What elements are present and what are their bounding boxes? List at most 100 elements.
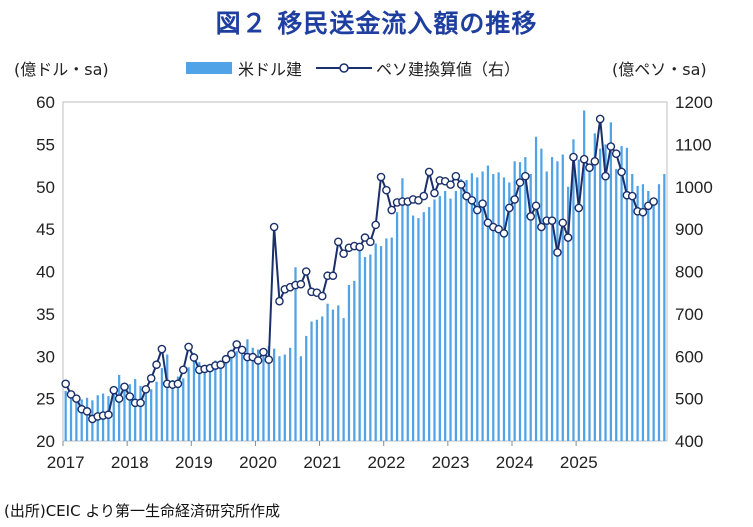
bar-usd [256, 349, 260, 441]
bar-usd [663, 174, 666, 441]
point-peso [173, 379, 183, 389]
point-peso [456, 180, 466, 189]
bar-usd [444, 190, 447, 441]
x-tick-label: 2018 [111, 453, 149, 472]
bar-usd [278, 356, 281, 441]
point-peso [424, 167, 434, 177]
point-peso [264, 355, 274, 364]
point-peso [462, 191, 471, 201]
bar-usd [85, 397, 89, 441]
point-peso [595, 114, 605, 124]
legend-label-peso: ペソ建換算値（右） [376, 60, 521, 79]
point-peso [617, 167, 626, 177]
bar-usd [390, 237, 393, 441]
point-peso [317, 291, 327, 301]
point-peso [109, 385, 119, 395]
point-peso [366, 237, 375, 247]
bar-usd [508, 182, 511, 441]
x-tick-label: 2021 [303, 453, 341, 472]
point-peso [553, 248, 562, 257]
bar-usd [422, 212, 425, 441]
bar-usd [470, 173, 474, 441]
source-note: (出所)CEIC より第一生命経済研究所作成 [4, 502, 281, 520]
chart-title: 図２ 移民送金流入額の推移 [215, 9, 538, 38]
bar-usd [401, 178, 404, 441]
bar-usd [486, 165, 490, 441]
legend: 米ドル建 ペソ建換算値（右） [186, 56, 534, 80]
left-y-tick-label: 50 [36, 178, 55, 197]
bar-usd [438, 196, 441, 441]
bar-usd [641, 184, 645, 441]
point-peso [451, 171, 461, 181]
point-peso [328, 271, 338, 281]
left-axis-unit: (億ドル・sa) [14, 60, 109, 79]
bar-usd [369, 254, 372, 441]
point-peso [494, 224, 503, 234]
point-peso [563, 233, 573, 242]
right-y-tick-label: 600 [675, 347, 703, 366]
bar-usd [353, 280, 356, 441]
bar-usd [342, 318, 345, 441]
x-tick-label: 2019 [175, 453, 213, 472]
bar-usd [465, 179, 468, 441]
point-peso [579, 154, 589, 164]
point-peso [472, 205, 482, 215]
bar-usd [240, 346, 244, 441]
point-peso [189, 353, 199, 362]
bar-usd [615, 168, 618, 441]
bar-usd [476, 177, 479, 442]
point-peso [66, 390, 76, 399]
bar-usd [609, 122, 612, 441]
point-peso [547, 216, 557, 225]
bar-usd [545, 171, 548, 441]
right-axis-unit: (億ペソ・sa) [612, 60, 707, 79]
point-peso [376, 172, 386, 182]
left-y-tick-label: 60 [36, 93, 55, 112]
bar-usd [572, 139, 575, 442]
bar-usd [134, 379, 137, 441]
bar-usd [513, 161, 516, 441]
bar-usd [492, 174, 495, 441]
point-peso [467, 196, 477, 205]
bar-usd [524, 157, 527, 441]
point-peso [136, 398, 145, 408]
bar-usd [289, 347, 292, 441]
point-peso [505, 203, 514, 213]
bar-usd [534, 136, 538, 441]
bar-usd [374, 243, 377, 441]
right-y-tick-label: 400 [675, 432, 703, 451]
point-peso [104, 410, 113, 420]
x-tick-label: 2024 [496, 453, 534, 472]
right-y-tick-label: 1100 [675, 135, 712, 154]
bar-usd [144, 388, 147, 441]
bar-usd [550, 157, 554, 441]
point-peso [526, 212, 535, 221]
left-y-tick-label: 20 [36, 432, 55, 451]
bar-usd [230, 349, 233, 441]
bar-usd [299, 356, 302, 441]
point-peso [569, 152, 578, 162]
bar-usd [657, 184, 661, 441]
bar-usd [139, 385, 142, 441]
point-peso [430, 188, 439, 198]
point-peso [414, 196, 423, 205]
bar-usd [246, 339, 249, 441]
bar-usd [118, 374, 121, 441]
bar-usd [540, 148, 543, 442]
point-peso [601, 171, 610, 181]
bar-usd [599, 148, 602, 442]
bar-usd [187, 367, 190, 441]
bar-usd [235, 351, 238, 441]
point-peso [237, 345, 247, 355]
point-peso [269, 222, 279, 232]
point-peso [478, 199, 487, 208]
bar-usd [449, 198, 452, 441]
bar-usd [556, 161, 559, 441]
bar-usd [481, 171, 484, 441]
bar-usd [604, 144, 607, 441]
point-peso [537, 222, 546, 232]
right-y-tick-label: 900 [675, 220, 703, 239]
bar-usd [208, 363, 212, 441]
point-peso [382, 185, 391, 195]
point-peso [296, 279, 306, 289]
